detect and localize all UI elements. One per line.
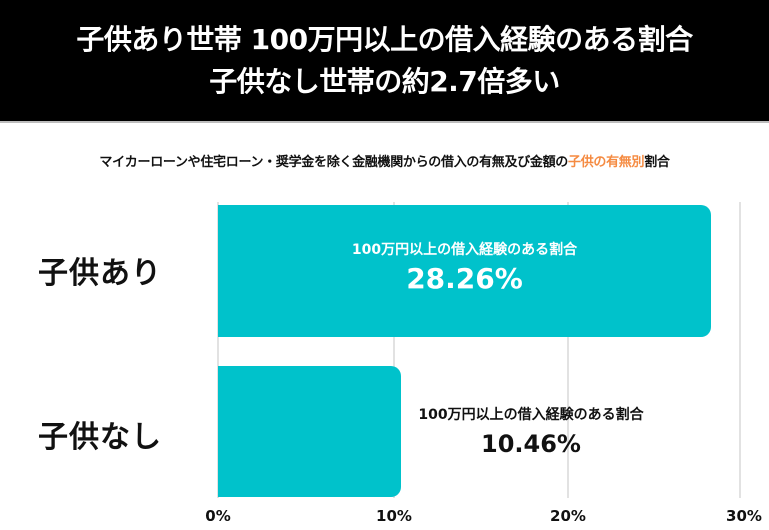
title-line-2: 子供なし世帯の約2.7倍多い [209, 64, 560, 98]
x-tick-0: 0% [205, 507, 231, 525]
subtitle-suffix: 割合 [644, 155, 670, 170]
subtitle-highlight: 子供の有無別 [568, 155, 645, 170]
bar-caption: 100万円以上の借入経験のある割合 [351, 242, 578, 258]
bar-with-children [218, 205, 711, 337]
subtitle-prefix: マイカーローンや住宅ローン・奨学金を除く金融機関からの借入の有無及び金額の [99, 155, 568, 170]
title-banner: 子供あり世帯 100万円以上の借入経験のある割合 子供なし世帯の約2.7倍多い [0, 0, 769, 123]
x-tick-10: 10% [376, 507, 412, 525]
title-line-1: 子供あり世帯 100万円以上の借入経験のある割合 [76, 22, 693, 56]
category-label-without-children: 子供なし [38, 420, 162, 455]
bar-without-children [218, 366, 401, 497]
gridline-30 [739, 202, 741, 498]
bar-label-without-children: 100万円以上の借入経験のある割合 10.46% [401, 405, 661, 463]
gridline-20 [567, 202, 569, 498]
bar-label-with-children: 100万円以上の借入経験のある割合 28.26% [218, 240, 711, 298]
category-label-with-children: 子供あり [38, 256, 162, 291]
bar-value: 10.46% [481, 430, 581, 458]
x-tick-20: 20% [550, 507, 586, 525]
bar-value: 28.26% [406, 262, 523, 295]
gridline-10 [393, 202, 395, 498]
chart-subtitle: マイカーローンや住宅ローン・奨学金を除く金融機関からの借入の有無及び金額の子供の… [0, 151, 769, 170]
bar-caption: 100万円以上の借入経験のある割合 [418, 407, 644, 423]
x-tick-30: 30% [726, 507, 762, 525]
gridline-0 [217, 202, 219, 498]
